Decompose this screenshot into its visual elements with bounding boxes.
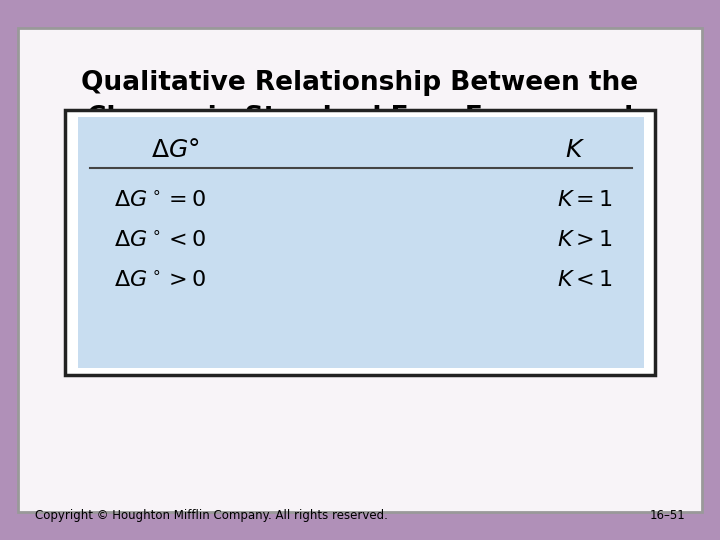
Text: Qualitative Relationship Between the
Change in Standard Free Energy and
the Equi: Qualitative Relationship Between the Cha… — [81, 70, 639, 201]
Bar — [78, 117, 644, 368]
Text: $K$: $K$ — [565, 138, 585, 162]
Text: $K = 1$: $K = 1$ — [557, 190, 613, 210]
Text: $\Delta G^\circ > 0$: $\Delta G^\circ > 0$ — [114, 269, 206, 291]
Bar — [18, 28, 702, 512]
Text: $\Delta G°$: $\Delta G°$ — [150, 138, 199, 162]
Text: $K > 1$: $K > 1$ — [557, 230, 613, 250]
Bar — [65, 110, 655, 375]
Text: $\Delta G^\circ < 0$: $\Delta G^\circ < 0$ — [114, 230, 206, 251]
Text: 16–51: 16–51 — [649, 509, 685, 522]
Text: $K < 1$: $K < 1$ — [557, 270, 613, 290]
Text: $\Delta G^\circ = 0$: $\Delta G^\circ = 0$ — [114, 190, 206, 211]
Text: Copyright © Houghton Mifflin Company. All rights reserved.: Copyright © Houghton Mifflin Company. Al… — [35, 509, 388, 522]
